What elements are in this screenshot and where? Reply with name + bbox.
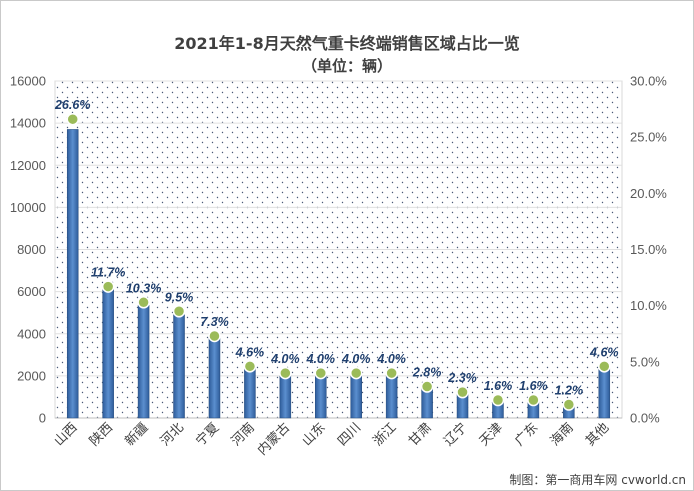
y-left-tick: 4000 <box>17 326 46 341</box>
category-label: 内蒙古 <box>254 420 293 459</box>
pct-label: 4.6% <box>589 345 619 359</box>
y-left-tick: 16000 <box>10 74 46 89</box>
category-label: 河南 <box>228 420 258 450</box>
pct-marker <box>314 366 328 380</box>
pct-marker <box>456 385 469 399</box>
pct-marker <box>66 112 79 126</box>
chart-title: 2021年1-8月天然气重卡终端销售区域占比一览 <box>174 34 519 53</box>
pct-label: 26.6% <box>54 98 90 112</box>
category-label: 辽宁 <box>441 420 471 450</box>
pct-marker <box>279 366 292 380</box>
pct-marker <box>420 380 434 393</box>
bar <box>208 337 221 419</box>
y-right-tick: 15.0% <box>630 242 667 257</box>
y-right-tick: 20.0% <box>630 186 667 201</box>
pct-label: 2.3% <box>447 371 477 385</box>
pct-label: 1.6% <box>484 379 513 393</box>
y-left-tick: 2000 <box>17 368 46 383</box>
pct-marker <box>527 393 540 407</box>
category-label: 其他 <box>583 420 612 449</box>
pct-label: 4.0% <box>341 352 371 366</box>
y-right-tick: 10.0% <box>630 298 667 313</box>
category-label: 海南 <box>547 420 577 450</box>
category-label: 甘肃 <box>406 420 435 449</box>
category-label: 陕西 <box>87 420 116 449</box>
category-label: 山西 <box>52 420 81 449</box>
bar <box>102 289 114 419</box>
y-left-tick: 6000 <box>17 284 46 299</box>
pct-label: 4.0% <box>306 352 336 366</box>
pct-marker <box>598 360 611 373</box>
category-label: 山东 <box>300 420 329 449</box>
bar <box>244 367 256 419</box>
pct-marker <box>101 280 115 293</box>
category-label: 四川 <box>335 420 364 449</box>
y-left-tick: 10000 <box>10 200 46 215</box>
bar <box>173 314 185 419</box>
pct-marker <box>243 360 257 373</box>
y-left-tick: 14000 <box>10 116 46 131</box>
pct-label: 4.0% <box>376 352 406 366</box>
y-left-tick: 8000 <box>17 242 46 257</box>
pct-label: 2.8% <box>412 366 442 380</box>
pct-label: 4.6% <box>235 345 265 359</box>
category-label: 浙江 <box>370 420 399 449</box>
pct-marker <box>349 366 363 380</box>
pct-marker <box>562 398 576 411</box>
pct-label: 10.3% <box>126 281 161 295</box>
y-right-tick: 5.0% <box>630 354 660 369</box>
category-label: 宁夏 <box>193 420 223 450</box>
category-label: 新疆 <box>122 420 152 450</box>
pct-marker <box>385 366 398 380</box>
pct-label: 7.3% <box>200 315 229 329</box>
bar <box>137 305 150 419</box>
category-label: 广东 <box>512 420 541 449</box>
credit-text: 制图：第一商用车网 cvworld.cn <box>509 472 686 487</box>
bar <box>350 374 362 419</box>
chart-subtitle: （单位：辆） <box>302 57 392 75</box>
bar <box>315 374 327 419</box>
y-left-tick: 12000 <box>10 158 46 173</box>
y-left-tick: 0 <box>39 411 46 426</box>
pct-marker <box>208 329 221 343</box>
pct-marker <box>137 296 150 309</box>
pct-label: 4.0% <box>270 352 300 366</box>
pct-marker <box>491 393 505 407</box>
y-right-tick: 0.0% <box>630 411 660 426</box>
pct-label: 1.2% <box>555 384 584 398</box>
bar <box>279 374 292 419</box>
bar <box>598 367 611 419</box>
bar <box>385 374 398 419</box>
pct-label: 1.6% <box>519 379 548 393</box>
y-right-tick: 30.0% <box>630 74 667 89</box>
y-right-tick: 25.0% <box>630 130 667 145</box>
pct-label: 11.7% <box>91 266 126 280</box>
category-label: 河北 <box>158 420 187 449</box>
category-label: 天津 <box>477 420 506 449</box>
pct-label: 9.5% <box>165 290 194 304</box>
pct-marker <box>172 305 186 318</box>
bar <box>66 129 79 419</box>
